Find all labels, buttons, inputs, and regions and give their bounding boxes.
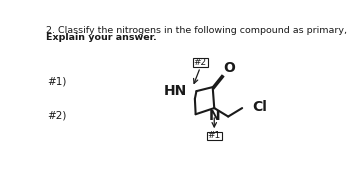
Text: 2. Classify the nitrogens in the following compound as primary, secondary or ter: 2. Classify the nitrogens in the followi… xyxy=(46,26,350,35)
Text: HN: HN xyxy=(164,84,187,98)
Text: #1): #1) xyxy=(48,77,67,87)
Bar xyxy=(193,58,208,67)
Text: Cl: Cl xyxy=(252,100,267,114)
Text: O: O xyxy=(223,61,235,75)
Text: #2: #2 xyxy=(194,58,207,67)
Bar xyxy=(206,132,222,140)
Text: #2): #2) xyxy=(48,111,67,121)
Text: N: N xyxy=(209,109,220,123)
Text: #1: #1 xyxy=(208,131,221,140)
Text: Explain your answer.: Explain your answer. xyxy=(46,33,157,42)
